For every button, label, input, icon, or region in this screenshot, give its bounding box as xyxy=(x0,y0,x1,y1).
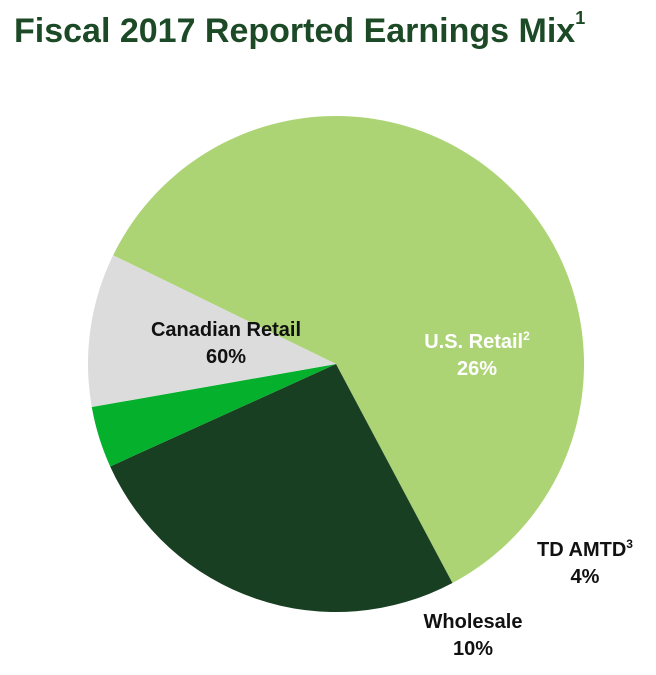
slice-name-canadian-retail: Canadian Retail xyxy=(151,319,301,341)
slice-label-canadian-retail: Canadian Retail 60% xyxy=(151,319,301,368)
slice-name-wholesale: Wholesale xyxy=(424,611,523,633)
chart-title-footnote: 1 xyxy=(575,8,586,28)
chart-title: Fiscal 2017 Reported Earnings Mix1 xyxy=(14,8,585,51)
slice-value-wholesale: 10% xyxy=(453,638,493,660)
slice-name-u-s-retail: U.S. Retail xyxy=(424,331,523,353)
pie-slice-td-amtd xyxy=(91,364,337,467)
slice-label-u-s-retail: U.S. Retail2 26% xyxy=(424,329,530,380)
slice-label-td-amtd: TD AMTD3 4% xyxy=(537,537,633,588)
slice-value-td-amtd: 4% xyxy=(571,566,600,588)
pie-slice-wholesale xyxy=(88,255,337,408)
slice-footnote-u-s-retail: 2 xyxy=(523,329,530,343)
chart-title-text: Fiscal 2017 Reported Earnings Mix xyxy=(14,12,576,50)
slice-name-td-amtd: TD AMTD xyxy=(537,539,626,561)
pie-slice-u-s-retail xyxy=(110,364,453,612)
slice-value-canadian-retail: 60% xyxy=(206,346,246,368)
slice-label-wholesale: Wholesale 10% xyxy=(424,611,523,660)
slice-value-u-s-retail: 26% xyxy=(457,358,497,380)
pie-slice-canadian-retail xyxy=(113,116,584,583)
slice-footnote-td-amtd: 3 xyxy=(626,537,633,551)
